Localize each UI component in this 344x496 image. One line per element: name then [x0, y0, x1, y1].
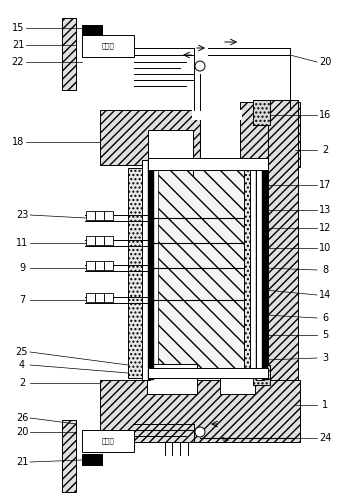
Text: 16: 16	[319, 110, 331, 120]
Bar	[256, 168, 260, 368]
Bar	[95, 293, 104, 302]
Text: 23: 23	[16, 210, 28, 220]
Bar	[268, 100, 298, 380]
Bar	[192, 110, 242, 120]
Text: 13: 13	[319, 205, 331, 215]
Text: 2: 2	[322, 145, 328, 155]
Bar	[86, 211, 95, 220]
Text: 3: 3	[322, 353, 328, 363]
Text: 20: 20	[319, 57, 331, 67]
Bar	[128, 168, 150, 378]
Bar	[82, 25, 102, 36]
Bar	[86, 293, 95, 302]
Text: 18: 18	[12, 137, 24, 147]
Text: 9: 9	[19, 263, 25, 273]
Bar	[250, 168, 256, 368]
Text: 高温侧: 高温侧	[101, 437, 114, 444]
Bar	[240, 102, 300, 167]
Bar	[158, 168, 246, 368]
Bar	[244, 168, 264, 378]
Text: 11: 11	[16, 238, 28, 248]
Text: 21: 21	[12, 40, 24, 50]
Text: 8: 8	[322, 265, 328, 275]
Bar	[82, 35, 134, 57]
Bar	[148, 130, 193, 165]
Text: 6: 6	[322, 313, 328, 323]
Bar	[82, 430, 134, 452]
Bar	[95, 211, 104, 220]
Text: 21: 21	[16, 457, 28, 467]
Text: 2: 2	[19, 378, 25, 388]
Text: 17: 17	[319, 180, 331, 190]
Text: 26: 26	[16, 413, 28, 423]
Text: 7: 7	[19, 295, 25, 305]
Bar	[147, 364, 197, 394]
Bar	[86, 236, 95, 245]
Text: 1: 1	[322, 400, 328, 410]
Text: 15: 15	[12, 23, 24, 33]
Circle shape	[195, 427, 205, 437]
Bar	[104, 211, 113, 220]
Bar	[148, 158, 268, 170]
Text: 12: 12	[319, 223, 331, 233]
Bar	[95, 261, 104, 270]
Text: 低温侧: 低温侧	[101, 43, 114, 49]
Circle shape	[195, 61, 205, 71]
Bar	[104, 261, 113, 270]
Bar	[256, 160, 264, 380]
Bar	[100, 380, 300, 442]
Bar	[100, 110, 200, 165]
Text: 22: 22	[12, 57, 24, 67]
Bar	[62, 420, 76, 492]
Bar	[95, 236, 104, 245]
Text: 25: 25	[16, 347, 28, 357]
Bar	[86, 261, 95, 270]
Bar	[142, 160, 150, 380]
Bar	[62, 18, 76, 90]
Bar	[148, 368, 268, 378]
Bar	[253, 100, 270, 125]
Text: 20: 20	[16, 427, 28, 437]
Text: 5: 5	[322, 330, 328, 340]
Text: 4: 4	[19, 360, 25, 370]
Bar	[262, 160, 268, 380]
Bar	[220, 370, 255, 394]
Text: 14: 14	[319, 290, 331, 300]
Bar	[104, 293, 113, 302]
Text: 24: 24	[319, 433, 331, 443]
Bar	[148, 160, 154, 380]
Bar	[104, 236, 113, 245]
Text: 10: 10	[319, 243, 331, 253]
Bar	[82, 454, 102, 465]
Bar	[253, 365, 270, 385]
